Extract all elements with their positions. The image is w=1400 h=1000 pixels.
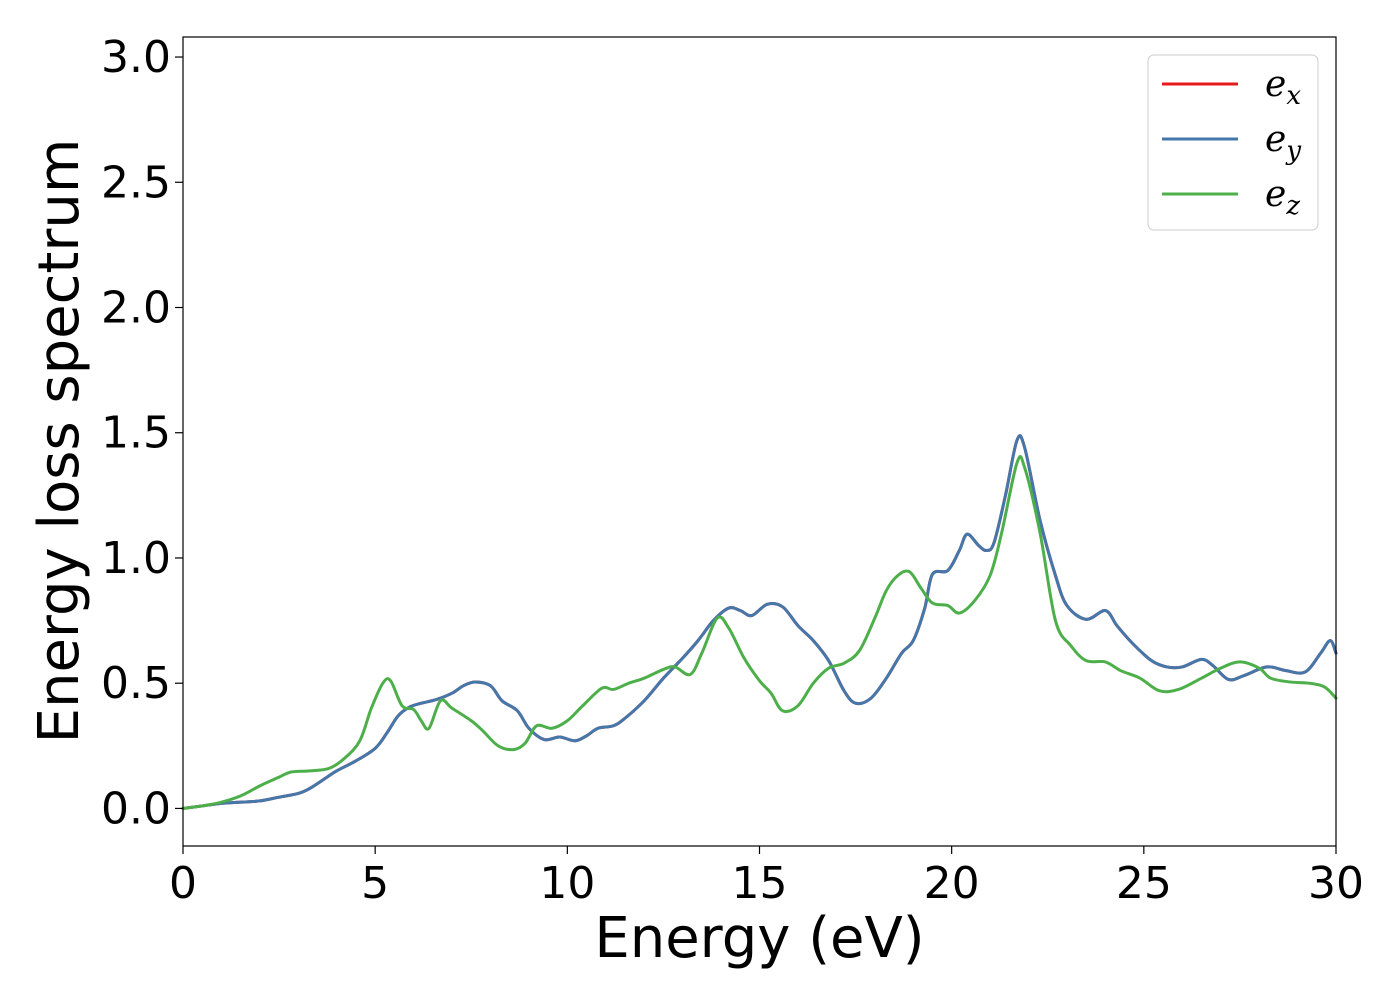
x-tick-label: 5 bbox=[361, 858, 389, 909]
y-axis-label: Energy loss spectrum bbox=[27, 139, 92, 744]
y-tick-label: 3.0 bbox=[101, 32, 171, 83]
plot-background bbox=[183, 37, 1336, 846]
y-tick-label: 1.5 bbox=[101, 408, 171, 459]
series-line-y bbox=[181, 434, 1338, 810]
legend-label-z: ez bbox=[1265, 174, 1300, 221]
legend-label-x: ex bbox=[1265, 64, 1301, 111]
y-axis-ticks: 0.0 0.5 1.0 1.5 2.0 2.5 3.0 bbox=[101, 32, 183, 834]
x-axis-ticks: 0 5 10 15 20 25 30 bbox=[169, 846, 1364, 909]
x-axis-label: Energy (eV) bbox=[594, 906, 924, 971]
legend: ex ey ez bbox=[1147, 54, 1319, 231]
y-tick-label: 0.0 bbox=[101, 783, 171, 834]
series-line-z bbox=[181, 455, 1338, 810]
y-tick-label: 2.0 bbox=[101, 283, 171, 334]
y-tick-label: 2.5 bbox=[101, 157, 171, 208]
x-tick-label: 15 bbox=[732, 858, 788, 909]
legend-entries: ex ey ez bbox=[1162, 64, 1301, 221]
legend-box bbox=[1147, 54, 1319, 231]
series-layer bbox=[181, 434, 1338, 810]
x-tick-label: 0 bbox=[169, 858, 197, 909]
legend-label-y: ey bbox=[1265, 119, 1301, 166]
x-tick-label: 20 bbox=[924, 858, 980, 909]
x-tick-label: 10 bbox=[539, 858, 595, 909]
x-tick-label: 25 bbox=[1116, 858, 1172, 909]
y-tick-label: 0.5 bbox=[101, 658, 171, 709]
x-tick-label: 30 bbox=[1308, 858, 1364, 909]
y-tick-label: 1.0 bbox=[101, 533, 171, 584]
